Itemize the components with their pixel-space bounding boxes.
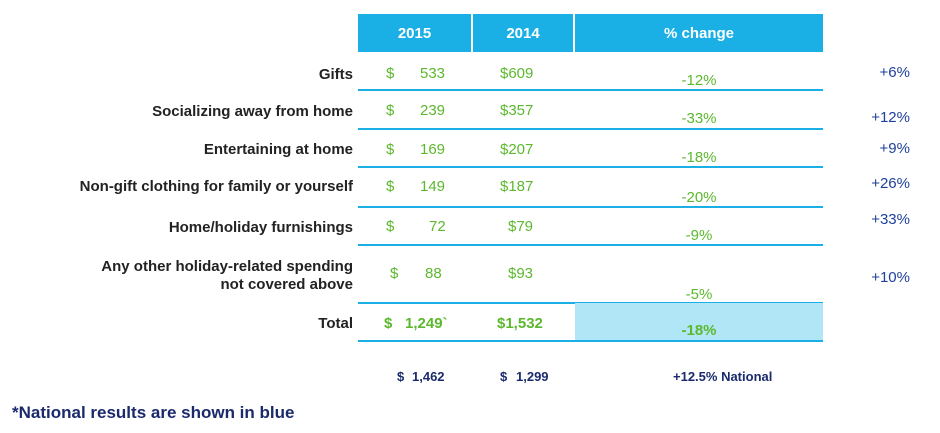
- row-dollar-sign: $: [386, 141, 395, 158]
- header-2015: 2015: [358, 14, 471, 52]
- row-2014-value: $93: [508, 265, 534, 282]
- header-pct-change: % change: [575, 14, 823, 52]
- row-divider: [358, 128, 823, 130]
- row-pct-change: -20%: [681, 189, 717, 206]
- row-2015-value: 72: [429, 218, 446, 235]
- national-2015-total: 1,462: [412, 369, 445, 384]
- row-label-entertaining: Entertaining at home: [203, 141, 353, 158]
- row-label-furnishings: Home/holiday furnishings: [168, 219, 353, 236]
- row-2015-value: 533: [420, 65, 446, 82]
- total-dollar-sign: $: [384, 315, 393, 332]
- total-label: Total: [318, 315, 353, 332]
- footnote: *National results are shown in blue: [12, 403, 295, 422]
- row-divider: [358, 206, 823, 208]
- row-label-gifts: Gifts: [318, 66, 353, 83]
- row-2015-value: 88: [425, 265, 442, 282]
- row-2015-value: 239: [420, 102, 446, 119]
- row-dollar-sign: $: [386, 218, 395, 235]
- total-pct-change: -18%: [681, 322, 717, 339]
- row-national-value: +6%: [879, 64, 910, 81]
- national-dollar-sign: $: [397, 369, 405, 384]
- row-divider: [358, 166, 823, 168]
- row-national-value: +33%: [871, 211, 910, 228]
- row-dollar-sign: $: [390, 265, 399, 282]
- row-national-value: +9%: [879, 140, 910, 157]
- row-pct-change: -18%: [681, 149, 717, 166]
- row-2014-value: $79: [508, 218, 534, 235]
- row-pct-change: -12%: [681, 72, 717, 89]
- total-2014-value: $1,532: [497, 315, 543, 332]
- row-label-other-line1: Any other holiday-related spending: [101, 258, 353, 275]
- row-dollar-sign: $: [386, 102, 395, 119]
- row-label-other-line2: not covered above: [220, 276, 353, 293]
- row-2014-value: $357: [500, 102, 534, 119]
- national-2014-total: 1,299: [516, 369, 549, 384]
- row-dollar-sign: $: [386, 65, 395, 82]
- row-national-value: +26%: [871, 175, 910, 192]
- row-2014-value: $187: [500, 178, 534, 195]
- header-2014: 2014: [473, 14, 573, 52]
- row-label-clothing: Non-gift clothing for family or yourself: [79, 178, 353, 195]
- total-2015-value: 1,249`: [405, 315, 448, 332]
- total-divider: [358, 340, 823, 342]
- row-2014-value: $609: [500, 65, 534, 82]
- row-national-value: +12%: [871, 109, 910, 126]
- total-change-highlight: [575, 303, 823, 341]
- row-pct-change: -5%: [685, 286, 713, 303]
- row-pct-change: -33%: [681, 110, 717, 127]
- row-2015-value: 169: [420, 141, 446, 158]
- row-2015-value: 149: [420, 178, 446, 195]
- row-dollar-sign: $: [386, 178, 395, 195]
- row-divider: [358, 244, 823, 246]
- national-dollar-sign: $: [500, 369, 508, 384]
- row-2014-value: $207: [500, 141, 534, 158]
- row-pct-change: -9%: [685, 227, 713, 244]
- row-label-socializing: Socializing away from home: [152, 103, 353, 120]
- row-divider: [358, 89, 823, 91]
- row-national-value: +10%: [871, 269, 910, 286]
- national-pct-change: +12.5% National: [673, 369, 773, 384]
